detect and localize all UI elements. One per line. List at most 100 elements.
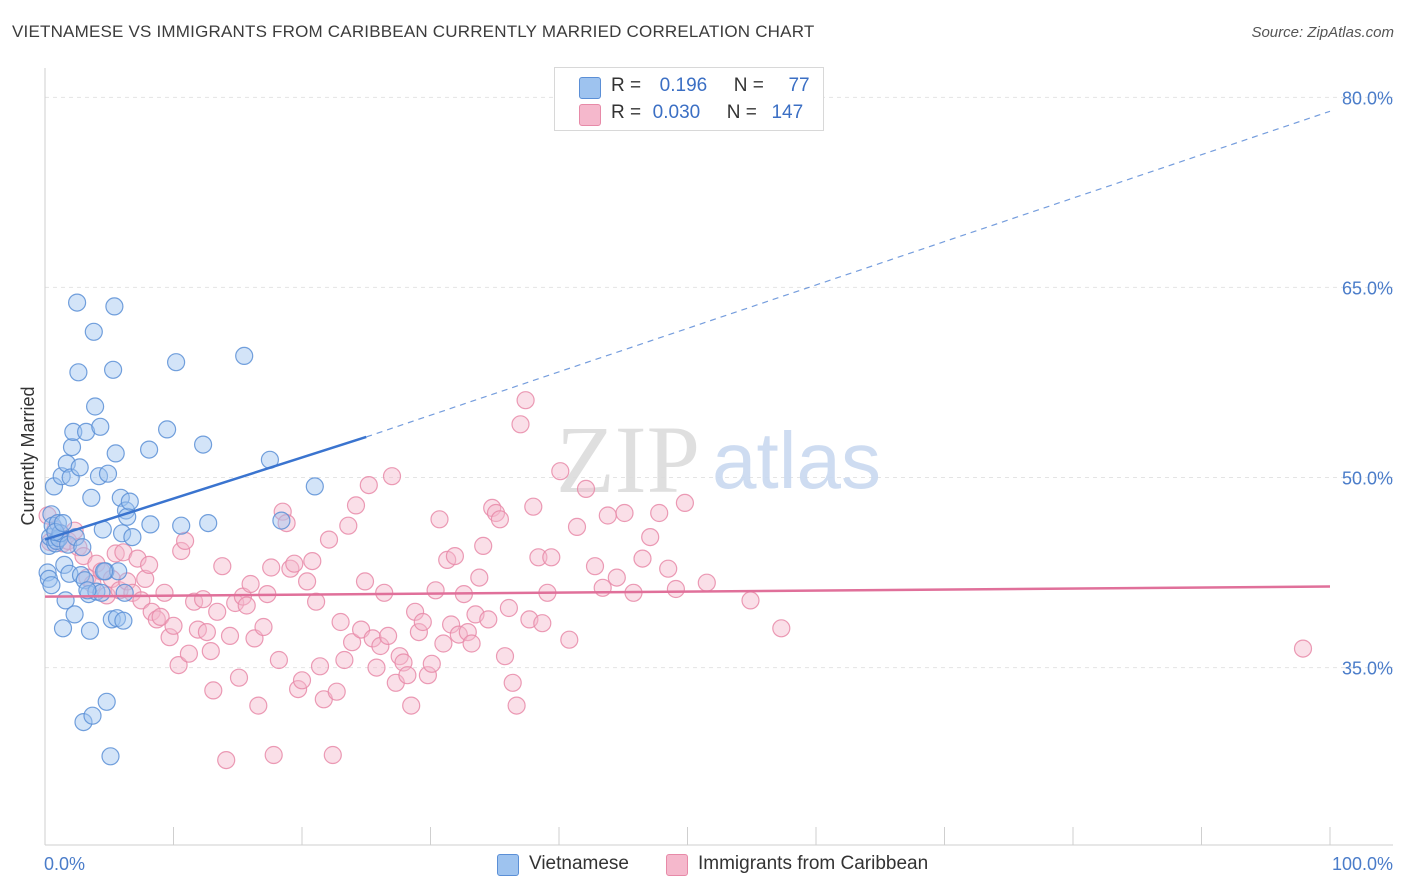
chart-title: VIETNAMESE VS IMMIGRANTS FROM CARIBBEAN …	[12, 22, 815, 41]
vietnamese-point	[123, 527, 142, 547]
caribbean-point	[426, 581, 445, 600]
vietnamese-point	[115, 583, 134, 602]
n-value: 77	[788, 75, 810, 96]
vietnamese-point	[60, 564, 79, 583]
caribbean-point	[470, 568, 489, 587]
vietnamese-point	[199, 513, 218, 533]
legend-swatch-vietnamese	[579, 77, 601, 99]
caribbean-point	[213, 557, 232, 576]
caribbean-point	[409, 622, 428, 642]
caribbean-point	[633, 549, 652, 568]
stats-legend: R = 0.196 N = 77 R = 0.030 N = 147	[554, 67, 824, 131]
caribbean-point	[285, 554, 304, 573]
y-axis-label: Currently Married	[18, 386, 38, 525]
caribbean-point	[772, 619, 791, 638]
vietnamese-point	[272, 511, 291, 530]
caribbean-point	[179, 644, 198, 663]
vietnamese-point	[69, 363, 88, 382]
vietnamese-point	[84, 322, 103, 341]
source-credit[interactable]: Source: ZipAtlas.com	[1251, 24, 1394, 41]
caribbean-point	[323, 745, 342, 765]
caribbean-point	[418, 666, 437, 685]
caribbean-point	[442, 615, 461, 634]
caribbean-point	[208, 602, 227, 621]
caribbean-point	[264, 745, 283, 765]
caribbean-point	[445, 546, 464, 566]
caribbean-point	[118, 572, 137, 591]
caribbean-point	[567, 517, 587, 537]
caribbean-point	[128, 549, 147, 568]
caribbean-point	[422, 654, 441, 673]
vietnamese-point	[109, 562, 128, 581]
tick-labels: 35.0% 50.0% 65.0% 80.0% 0.0% 100.0%	[44, 88, 1393, 874]
caribbean-point	[241, 574, 260, 594]
caribbean-point	[430, 510, 449, 529]
vietnamese-point	[97, 692, 116, 711]
x-tick-label: 0.0%	[44, 854, 85, 874]
vietnamese-point	[64, 422, 83, 441]
caribbean-point	[289, 679, 308, 699]
caribbean-point	[269, 650, 288, 670]
vietnamese-point	[80, 621, 100, 640]
bottom-legend-swatch-vietnamese	[497, 854, 519, 876]
caribbean-point	[346, 496, 366, 515]
caribbean-point	[151, 607, 170, 627]
vietnamese-point	[58, 535, 78, 554]
vietnamese-points	[38, 293, 324, 766]
caribbean-point	[741, 591, 760, 610]
caribbean-point	[136, 569, 155, 589]
vietnamese-point	[62, 438, 82, 457]
caribbean-point	[598, 506, 617, 525]
caribbean-point	[379, 626, 398, 646]
caribbean-point	[176, 531, 195, 551]
caribbean-points	[38, 391, 1313, 770]
caribbean-point	[462, 634, 481, 653]
legend-stats-caribbean: R = 0.030 N = 147	[611, 102, 803, 124]
caribbean-point	[371, 636, 390, 656]
caribbean-point	[343, 633, 362, 652]
caribbean-point	[249, 696, 268, 715]
vietnamese-point	[73, 538, 92, 557]
bottom-legend-label-caribbean: Immigrants from Caribbean	[698, 853, 929, 874]
caribbean-point	[434, 634, 453, 653]
caribbean-point	[650, 503, 669, 523]
caribbean-point	[335, 650, 354, 670]
y-tick-label: 65.0%	[1342, 278, 1393, 298]
caribbean-point	[194, 590, 213, 609]
r-label: R =	[611, 75, 642, 96]
caribbean-point	[204, 681, 223, 700]
vietnamese-point	[112, 524, 132, 543]
vietnamese-point	[98, 464, 118, 483]
trend-lines	[44, 110, 1331, 598]
vietnamese-point	[194, 435, 213, 454]
vietnamese-point	[85, 397, 105, 416]
caribbean-point	[499, 598, 518, 618]
caribbean-point	[298, 572, 317, 591]
caribbean-point	[675, 493, 695, 512]
vietnamese-trend-line	[44, 435, 367, 541]
vietnamese-point	[53, 513, 73, 533]
y-tick-label: 80.0%	[1342, 88, 1393, 108]
bottom-legend-swatch-caribbean	[666, 854, 688, 876]
caribbean-point	[402, 696, 421, 715]
x-tick-label: 100.0%	[1332, 854, 1393, 874]
caribbean-point	[331, 612, 350, 632]
vietnamese-point	[65, 605, 84, 624]
r-value: 0.030	[652, 102, 701, 123]
caribbean-point	[172, 541, 191, 561]
axes	[44, 68, 1393, 846]
caribbean-point	[106, 544, 125, 563]
bottom-legend-label-vietnamese: Vietnamese	[529, 853, 629, 874]
caribbean-point	[458, 622, 477, 642]
caribbean-point	[155, 583, 174, 602]
vietnamese-point	[91, 417, 110, 436]
vietnamese-point	[94, 562, 114, 581]
caribbean-point	[220, 626, 240, 646]
vietnamese-point	[105, 297, 124, 316]
caribbean-point	[542, 548, 561, 567]
caribbean-point	[585, 557, 605, 576]
caribbean-point	[474, 536, 493, 556]
vietnamese-point	[82, 488, 101, 507]
caribbean-point	[169, 655, 188, 675]
caribbean-point	[479, 610, 498, 629]
